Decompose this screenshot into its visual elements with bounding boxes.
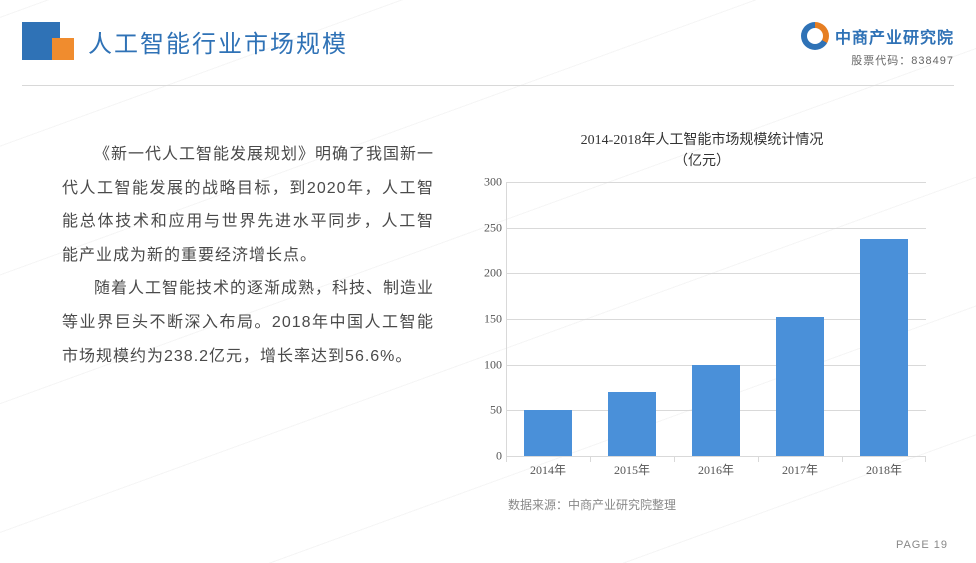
bar (692, 365, 739, 456)
x-tick: 2015年 (590, 456, 674, 482)
body: 《新一代人工智能发展规划》明确了我国新一代人工智能发展的战略目标，到2020年，… (58, 130, 936, 523)
brand-block: 中商产业研究院 股票代码：838497 (801, 22, 954, 68)
bar-column (506, 182, 590, 456)
slide-header: 人工智能行业市场规模 中商产业研究院 股票代码：838497 (22, 22, 954, 76)
stock-code: 股票代码：838497 (801, 52, 954, 68)
x-tick: 2018年 (842, 456, 926, 482)
chart-area: 050100150200250300 2014年2015年2016年2017年2… (506, 182, 926, 482)
y-tick: 100 (472, 357, 502, 372)
brand-logo-icon (801, 22, 829, 50)
x-axis: 2014年2015年2016年2017年2018年 (506, 456, 926, 482)
y-tick: 50 (472, 403, 502, 418)
chart-panel: 2014-2018年人工智能市场规模统计情况 （亿元） 050100150200… (468, 130, 936, 523)
bar (524, 410, 571, 456)
plot-area (506, 182, 926, 456)
body-paragraph-1: 《新一代人工智能发展规划》明确了我国新一代人工智能发展的战略目标，到2020年，… (62, 138, 434, 272)
accent-square-orange (52, 38, 74, 60)
brand-name: 中商产业研究院 (835, 24, 954, 48)
chart-title-line2: （亿元） (674, 154, 730, 169)
header-divider (22, 85, 954, 86)
brand-row: 中商产业研究院 (801, 22, 954, 50)
bar (608, 392, 655, 456)
bar (860, 239, 907, 456)
y-tick: 200 (472, 266, 502, 281)
x-tick: 2016年 (674, 456, 758, 482)
bar-column (590, 182, 674, 456)
page-title: 人工智能行业市场规模 (88, 24, 348, 59)
y-tick: 300 (472, 175, 502, 190)
y-tick: 150 (472, 312, 502, 327)
bar-column (758, 182, 842, 456)
text-panel: 《新一代人工智能发展规划》明确了我国新一代人工智能发展的战略目标，到2020年，… (58, 130, 438, 523)
chart-title-line1: 2014-2018年人工智能市场规模统计情况 (581, 133, 824, 148)
y-tick: 0 (472, 449, 502, 464)
chart-title: 2014-2018年人工智能市场规模统计情况 （亿元） (468, 130, 936, 172)
chart-source: 数据来源：中商产业研究院整理 (468, 496, 936, 513)
bar-column (674, 182, 758, 456)
body-paragraph-2: 随着人工智能技术的逐渐成熟，科技、制造业等业界巨头不断深入布局。2018年中国人… (62, 272, 434, 373)
y-tick: 250 (472, 220, 502, 235)
page-number: PAGE 19 (896, 539, 948, 551)
y-axis: 050100150200250300 (472, 182, 502, 456)
bar-column (842, 182, 926, 456)
slide: 人工智能行业市场规模 中商产业研究院 股票代码：838497 《新一代人工智能发… (0, 0, 976, 563)
bar (776, 317, 823, 456)
x-tick: 2017年 (758, 456, 842, 482)
x-tick: 2014年 (506, 456, 590, 482)
